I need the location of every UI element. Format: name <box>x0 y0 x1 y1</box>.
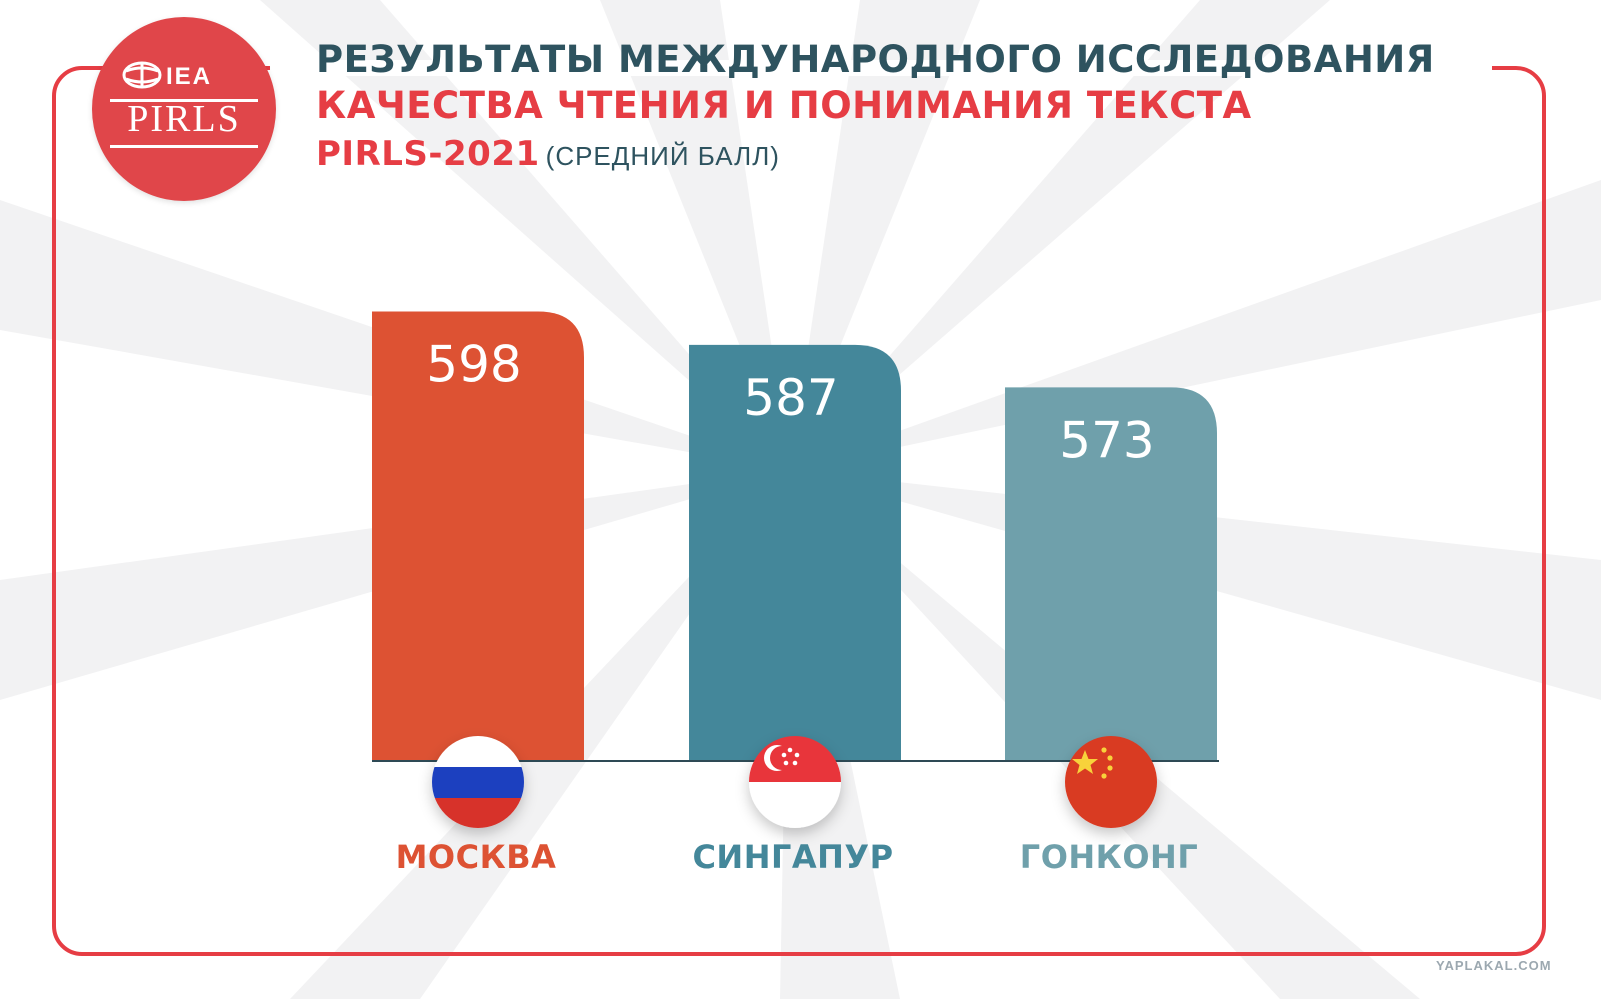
frame-title-gap <box>270 60 1492 76</box>
bar-2 <box>689 344 901 761</box>
logo-divider-bottom <box>110 145 258 148</box>
category-label-2: СИНГАПУР <box>692 838 894 876</box>
bars-group: 598 587 573 <box>372 311 1217 761</box>
title-line-2: КАЧЕСТВА ЧТЕНИЯ И ПОНИМАНИЯ ТЕКСТА <box>316 84 1252 127</box>
title-pirls: PIRLS-2021 <box>316 134 540 174</box>
title-subtitle: (СРЕДНИЙ БАЛЛ) <box>545 141 780 171</box>
bar-value-label-2: 587 <box>743 369 838 427</box>
category-label-1: МОСКВА <box>395 838 557 876</box>
logo-bottom-text: PIRLS <box>127 98 241 140</box>
category-label-3: ГОНКОНГ <box>1019 838 1199 876</box>
watermark: YAPLAKAL.COM <box>1436 958 1552 973</box>
logo-top-text: IEA <box>166 63 213 90</box>
logo-divider-top <box>110 99 258 102</box>
iea-pirls-logo: IEA PIRLS <box>92 17 276 201</box>
title-line-3: PIRLS-2021 (СРЕДНИЙ БАЛЛ) <box>316 134 780 174</box>
bar-1 <box>372 311 584 761</box>
title-line-1: РЕЗУЛЬТАТЫ МЕЖДУНАРОДНОГО ИССЛЕДОВАНИЯ <box>316 38 1435 81</box>
globe-icon <box>122 61 162 89</box>
china-flag-icon <box>1065 736 1157 828</box>
bar-value-label-1: 598 <box>426 335 521 393</box>
bar-value-label-3: 573 <box>1059 411 1154 469</box>
bar-3 <box>1005 387 1217 761</box>
